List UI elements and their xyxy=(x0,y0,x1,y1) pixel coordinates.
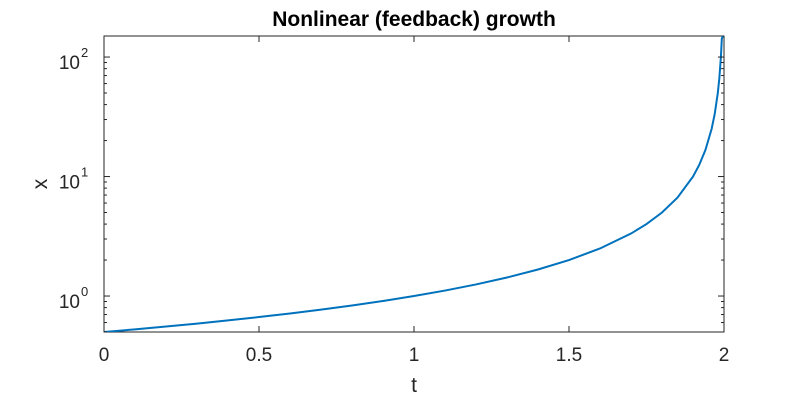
y-axis-label: x xyxy=(29,178,52,189)
y-tick-exponent: 0 xyxy=(81,284,88,299)
x-tick-label: 0 xyxy=(99,345,110,366)
x-tick-label: 0.5 xyxy=(246,345,272,366)
y-tick-label: 10 xyxy=(59,292,80,313)
y-tick-exponent: 1 xyxy=(81,165,88,180)
plot-box xyxy=(103,35,725,333)
y-tick-label: 10 xyxy=(59,173,80,194)
series-line xyxy=(104,36,724,332)
x-tick-label: 2 xyxy=(719,345,730,366)
y-tick-label: 10 xyxy=(59,53,80,74)
plot-area xyxy=(103,35,725,333)
x-tick-label: 1 xyxy=(409,345,420,366)
x-axis-label: t xyxy=(411,374,417,397)
x-tick-label: 1.5 xyxy=(556,345,582,366)
chart-title: Nonlinear (feedback) growth xyxy=(272,8,556,31)
y-tick-exponent: 2 xyxy=(81,45,88,60)
x-axis: 0 0.5 1 1.5 2 xyxy=(99,36,730,366)
